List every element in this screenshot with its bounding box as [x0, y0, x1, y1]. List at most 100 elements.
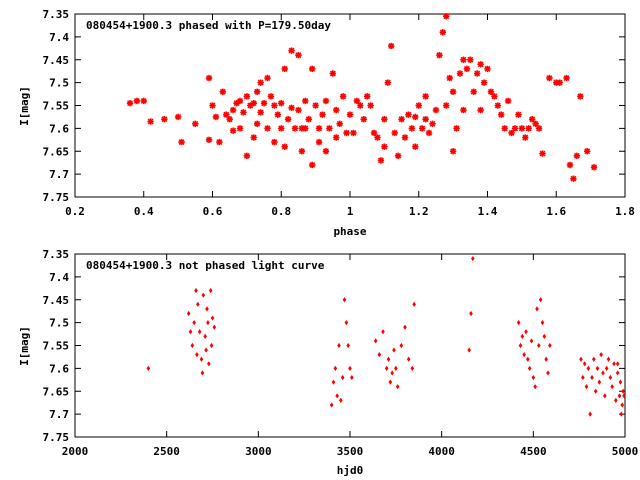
- data-point: [418, 125, 426, 132]
- data-point: [504, 97, 512, 105]
- data-point: [516, 320, 521, 326]
- data-point: [205, 306, 209, 312]
- data-point: [336, 120, 343, 127]
- data-point: [473, 70, 481, 77]
- data-point: [388, 42, 395, 50]
- data-point: [353, 97, 361, 105]
- data-point: [190, 342, 195, 349]
- data-point: [210, 315, 215, 321]
- data-point: [333, 365, 338, 371]
- data-point: [538, 297, 543, 303]
- data-point: [344, 320, 349, 326]
- data-point: [593, 388, 598, 394]
- data-point: [432, 106, 440, 114]
- data-point: [597, 379, 602, 385]
- data-point: [614, 397, 618, 403]
- data-point: [284, 116, 292, 123]
- data-point: [253, 88, 261, 95]
- data-point: [377, 157, 385, 164]
- data-point: [381, 329, 385, 335]
- data-point: [526, 356, 530, 362]
- data-point: [563, 74, 570, 82]
- x-tick-label: 0.8: [271, 205, 291, 218]
- data-point: [599, 352, 603, 358]
- data-point: [556, 79, 563, 86]
- data-point: [487, 88, 495, 95]
- data-point: [288, 47, 295, 54]
- data-point: [205, 74, 213, 82]
- data-point: [197, 329, 202, 335]
- data-point: [446, 74, 453, 82]
- data-point: [539, 150, 546, 157]
- unphased-x-ticks: 2000 2500 3000 3500 4000 4500 5000: [62, 254, 638, 458]
- data-point: [373, 338, 378, 344]
- data-point: [529, 338, 534, 344]
- data-point: [350, 129, 357, 137]
- data-point: [278, 125, 285, 132]
- data-point: [209, 102, 216, 109]
- data-point: [243, 152, 251, 160]
- data-point: [592, 356, 596, 362]
- x-tick-label: 1.6: [546, 205, 566, 218]
- y-tick-label: 7.6: [49, 362, 69, 375]
- data-point: [443, 13, 450, 20]
- data-point: [281, 143, 288, 150]
- data-point: [588, 411, 592, 417]
- data-point: [209, 342, 214, 349]
- data-point: [467, 56, 474, 63]
- phased-y-axis-label: I[mag]: [18, 86, 31, 126]
- data-point: [329, 402, 334, 408]
- y-tick-label: 7.6: [49, 122, 69, 135]
- data-point: [403, 324, 407, 330]
- y-tick-label: 7.7: [49, 408, 69, 421]
- x-tick-label: 1.8: [615, 205, 635, 218]
- data-point: [161, 116, 168, 123]
- unphased-plot-title: 080454+1900.3 not phased light curve: [86, 259, 325, 272]
- data-point: [395, 384, 400, 390]
- data-point: [412, 143, 419, 150]
- data-point: [195, 352, 199, 358]
- data-point: [133, 97, 141, 105]
- unphased-x-axis-label: hjd0: [337, 464, 364, 477]
- data-point: [192, 320, 196, 326]
- data-point: [531, 374, 536, 381]
- data-point: [207, 361, 211, 367]
- y-tick-label: 7.45: [43, 54, 70, 67]
- data-point: [401, 134, 409, 141]
- data-point: [194, 288, 198, 294]
- phased-light-curve-panel: 080454+1900.3 phased with P=179.50day 0.…: [18, 8, 635, 238]
- data-point: [339, 397, 343, 403]
- x-tick-label: 0.4: [134, 205, 154, 218]
- x-tick-label: 1.2: [409, 205, 429, 218]
- data-point: [174, 113, 182, 121]
- data-point: [477, 106, 484, 114]
- data-point: [319, 111, 326, 118]
- data-point: [367, 102, 374, 109]
- data-point: [622, 393, 626, 399]
- x-tick-label: 1.4: [478, 205, 498, 218]
- data-point: [302, 125, 309, 132]
- data-point: [412, 113, 419, 121]
- data-point: [601, 370, 605, 376]
- data-point: [250, 134, 257, 141]
- data-point: [216, 138, 223, 146]
- data-point: [388, 379, 393, 385]
- data-point: [391, 129, 398, 137]
- data-point: [250, 100, 257, 107]
- x-tick-label: 3500: [337, 445, 364, 458]
- phased-y-ticks: 7.35 7.4 7.45 7.5 7.55 7.6 7.65 7.7 7.75: [43, 8, 625, 204]
- data-point: [253, 120, 261, 127]
- data-point: [271, 102, 278, 109]
- data-point: [370, 129, 378, 137]
- data-point: [381, 116, 388, 123]
- data-point: [590, 374, 594, 381]
- data-point: [522, 352, 526, 358]
- data-point: [573, 152, 581, 160]
- data-point: [617, 393, 622, 399]
- x-tick-label: 2000: [62, 445, 89, 458]
- data-point: [335, 393, 339, 399]
- data-point: [603, 393, 607, 399]
- y-tick-label: 7.55: [43, 100, 70, 113]
- data-point: [147, 118, 154, 125]
